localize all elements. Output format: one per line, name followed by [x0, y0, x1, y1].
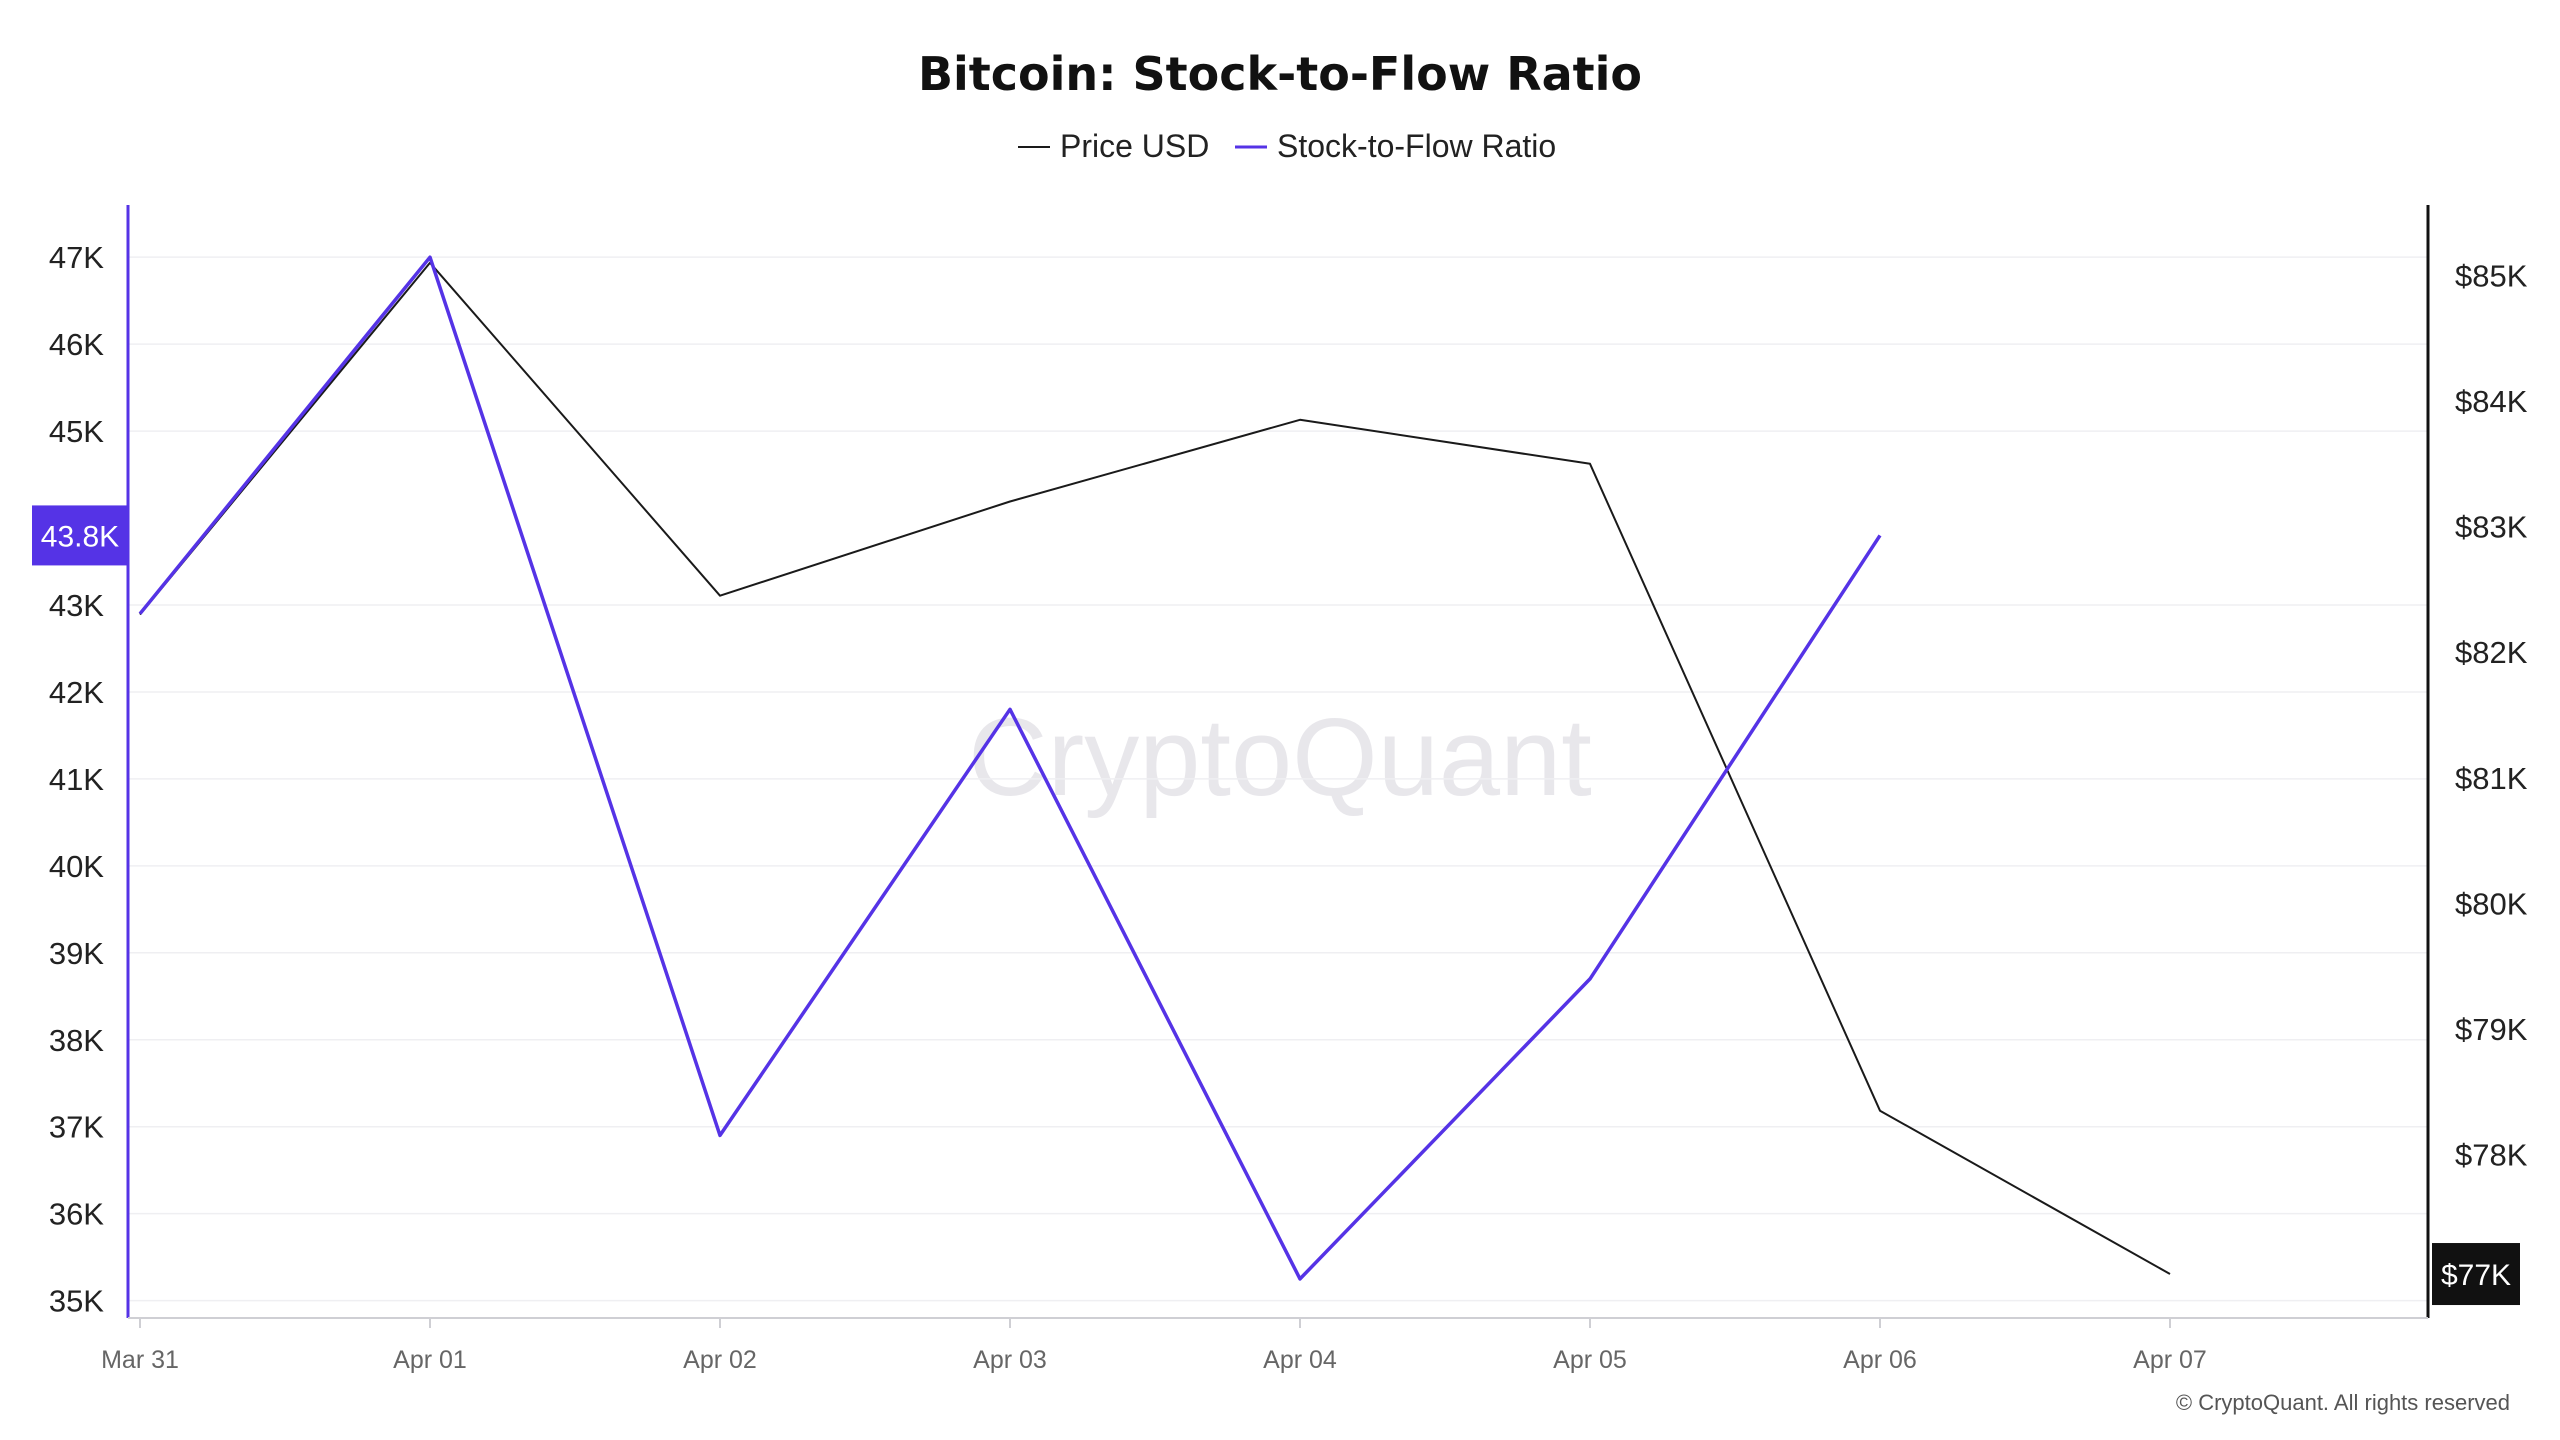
right-tick-label: $83K [2455, 510, 2528, 545]
left-tick-label: 40K [49, 849, 104, 884]
right-tick-label: $80K [2455, 886, 2528, 921]
right-tick-label: $78K [2455, 1138, 2528, 1173]
left-tick-label: 37K [49, 1110, 104, 1145]
left-tick-label: 36K [49, 1197, 104, 1232]
right-value-badge-label: $77K [2441, 1259, 2511, 1292]
x-tick-label: Apr 01 [393, 1346, 467, 1374]
legend: Price USD Stock-to-Flow Ratio [1018, 128, 1556, 164]
left-tick-label: 38K [49, 1023, 104, 1058]
legend-sf-label[interactable]: Stock-to-Flow Ratio [1277, 128, 1556, 164]
left-tick-label: 47K [49, 240, 104, 275]
left-tick-label: 41K [49, 762, 104, 797]
x-tick-label: Apr 04 [1263, 1346, 1337, 1374]
left-tick-label: 42K [49, 675, 104, 710]
chart-title: Bitcoin: Stock-to-Flow Ratio [918, 47, 1642, 101]
watermark: CryptoQuant [968, 696, 1592, 819]
x-tick-label: Apr 05 [1553, 1346, 1627, 1374]
left-tick-label: 46K [49, 327, 104, 362]
x-tick-label: Mar 31 [101, 1346, 179, 1374]
left-tick-label: 43K [49, 588, 104, 623]
x-tick-label: Apr 03 [973, 1346, 1047, 1374]
right-tick-label: $84K [2455, 384, 2528, 419]
left-value-badge [32, 505, 128, 566]
ticks: 35K 36K 37K 38K 39K 40K 41K 42K 43K 45K 46K 47K $78K… [49, 240, 2528, 1374]
x-tick-label: Apr 07 [2133, 1346, 2207, 1374]
series-lines [138, 255, 2171, 1281]
price-usd-line[interactable] [139, 261, 2171, 1275]
left-value-badge-label: 43.8K [41, 520, 119, 553]
axes [126, 205, 2430, 1319]
x-tick-label: Apr 02 [683, 1346, 757, 1374]
legend-price-label[interactable]: Price USD [1060, 128, 1209, 164]
copyright-notice: © CryptoQuant. All rights reserved [2176, 1390, 2510, 1415]
right-tick-label: $82K [2455, 635, 2528, 670]
left-tick-label: 39K [49, 936, 104, 971]
left-tick-label: 45K [49, 414, 104, 449]
right-tick-label: $81K [2455, 761, 2528, 796]
x-tick-label: Apr 06 [1843, 1346, 1917, 1374]
left-tick-label: 35K [49, 1284, 104, 1319]
right-tick-label: $79K [2455, 1012, 2528, 1047]
right-value-badge [2432, 1243, 2520, 1306]
stock-to-flow-line[interactable] [138, 255, 1882, 1281]
axis-badges: 43.8K $77K [32, 505, 2520, 1306]
grid [128, 256, 2428, 1302]
right-tick-label: $85K [2455, 258, 2528, 293]
